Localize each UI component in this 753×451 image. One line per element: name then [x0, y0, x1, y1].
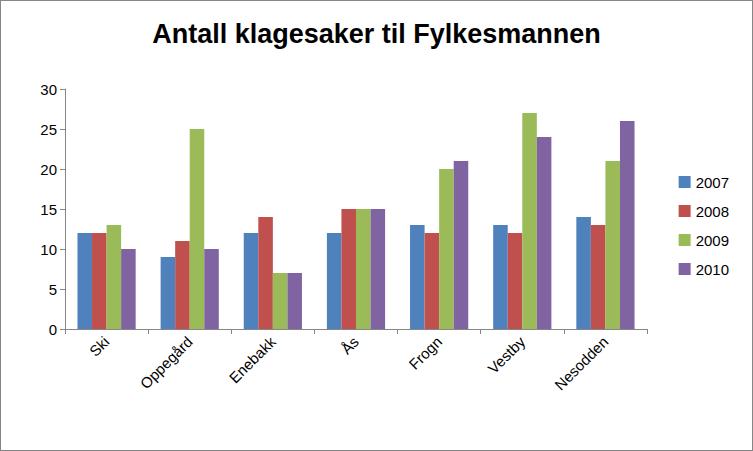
svg-text:10: 10: [40, 241, 57, 258]
svg-text:Ås: Ås: [338, 333, 362, 357]
svg-text:Vestby: Vestby: [484, 333, 528, 377]
svg-text:25: 25: [40, 121, 57, 138]
svg-text:Ski: Ski: [86, 333, 113, 360]
svg-text:2009: 2009: [696, 232, 729, 249]
svg-text:30: 30: [40, 81, 57, 98]
svg-text:0: 0: [49, 321, 57, 338]
svg-text:2008: 2008: [696, 203, 729, 220]
svg-text:Nesodden: Nesodden: [551, 333, 611, 393]
svg-text:15: 15: [40, 201, 57, 218]
svg-text:Frogn: Frogn: [405, 333, 445, 373]
svg-text:Antall klagesaker til Fylkesma: Antall klagesaker til Fylkesmannen: [152, 19, 601, 49]
svg-text:20: 20: [40, 161, 57, 178]
svg-text:5: 5: [49, 281, 57, 298]
svg-text:Oppegård: Oppegård: [137, 333, 196, 392]
svg-text:2007: 2007: [696, 174, 729, 191]
svg-text:2010: 2010: [696, 261, 729, 278]
svg-text:Enebakk: Enebakk: [226, 333, 280, 387]
